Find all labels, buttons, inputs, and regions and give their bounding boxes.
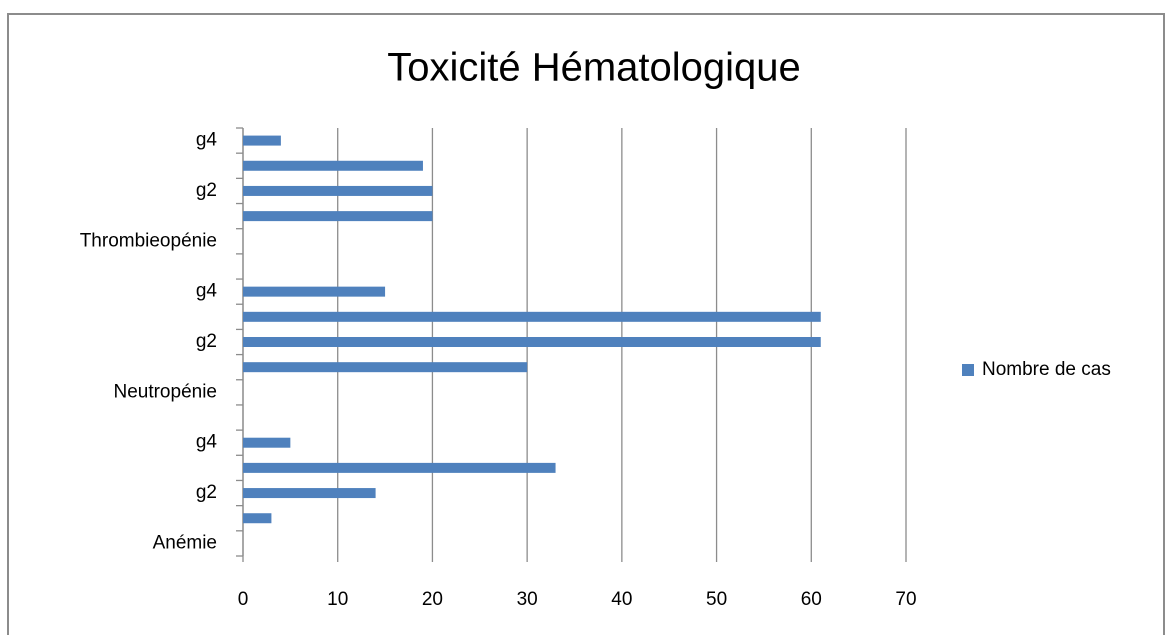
legend-label: Nombre de cas: [982, 359, 1111, 380]
y-tick-label: Thrombieopénie: [80, 230, 217, 251]
bar: [243, 135, 281, 146]
y-tick-label: Anémie: [153, 532, 217, 553]
bar: [243, 311, 821, 322]
bar: [243, 488, 376, 499]
bar: [243, 362, 528, 373]
x-tick-label: 60: [801, 589, 822, 610]
x-tick-label: 30: [517, 589, 538, 610]
bar: [243, 513, 272, 524]
legend-swatch: [962, 364, 974, 376]
bar: [243, 286, 386, 297]
y-tick-label: g4: [196, 432, 218, 453]
x-tick-label: 70: [895, 589, 916, 610]
x-tick-label: 50: [706, 589, 727, 610]
bar: [243, 437, 291, 448]
x-tick-label: 10: [327, 589, 348, 610]
y-tick-label: g4: [196, 130, 218, 151]
y-tick-label: g2: [196, 331, 217, 352]
x-tick-label: 40: [611, 589, 632, 610]
y-tick-label: Neutropénie: [113, 381, 217, 402]
x-tick-label: 0: [238, 589, 249, 610]
chart-title: Toxicité Hématologique: [387, 46, 801, 90]
y-tick-label: g2: [196, 482, 217, 503]
bar: [243, 337, 821, 347]
bar: [243, 211, 433, 222]
bar: [243, 462, 556, 473]
chart-border: [7, 13, 1165, 635]
x-tick-label: 20: [422, 589, 443, 610]
y-tick-label: g4: [196, 281, 218, 302]
y-tick-label: g2: [196, 180, 217, 201]
bar: [243, 160, 423, 171]
bar: [243, 185, 433, 196]
